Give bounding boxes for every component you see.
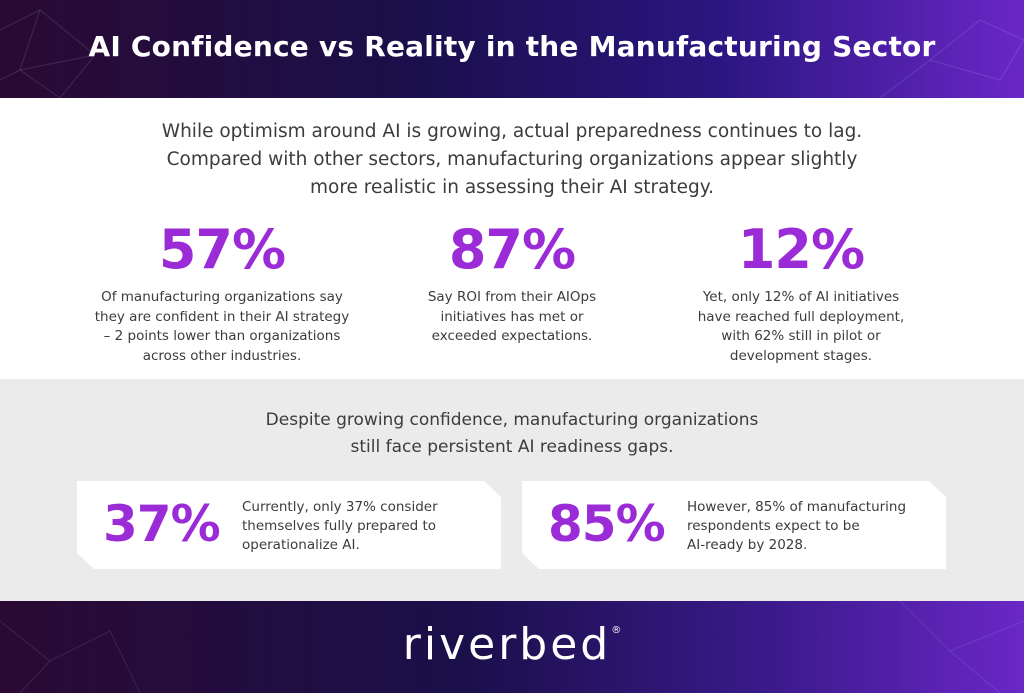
stat-description: Of manufacturing organizations say they … [77, 288, 367, 366]
stat-roi-expectations: 87% Say ROI from their AIOps initiatives… [367, 218, 657, 347]
intro-line: While optimism around AI is growing, act… [161, 121, 863, 142]
stat-full-deployment: 12% Yet, only 12% of AI initiatives have… [656, 218, 946, 366]
stat-description-line: development stages. [729, 347, 873, 364]
intro-line: Compared with other sectors, manufacturi… [166, 149, 858, 170]
readiness-heading-line: Despite growing confidence, manufacturin… [265, 410, 759, 430]
stat-description: Yet, only 12% of AI initiatives have rea… [656, 288, 946, 366]
card-description: However, 85% of manufacturing respondent… [687, 498, 937, 555]
card-value: 37% [103, 495, 221, 553]
stat-value: 57% [158, 218, 286, 281]
header-banner: AI Confidence vs Reality in the Manufact… [0, 0, 1024, 98]
card-description-line: operationalize AI. [242, 537, 360, 553]
card-description-line: respondents expect to be [687, 518, 860, 534]
stat-description-line: Say ROI from their AIOps [427, 289, 597, 305]
stat-confident-strategy: 57% Of manufacturing organizations say t… [77, 218, 367, 366]
card-value: 85% [548, 495, 666, 553]
stat-description-line: – 2 points lower than organizations [103, 328, 341, 344]
page-title: AI Confidence vs Reality in the Manufact… [88, 30, 936, 63]
network-lines-decoration [0, 9, 1024, 98]
stat-description-line: across other industries. [142, 347, 302, 364]
stat-description-line: they are confident in their AI strategy [94, 308, 350, 325]
stat-description: Say ROI from their AIOps initiatives has… [367, 288, 657, 347]
readiness-heading: Despite growing confidence, manufacturin… [162, 407, 862, 461]
card-description: Currently, only 37% consider themselves … [242, 498, 492, 555]
card-description-line: AI-ready by 2028. [687, 537, 808, 553]
logo-text: riverbed [402, 619, 612, 670]
footer-banner: riverbed® [0, 601, 1024, 693]
readiness-card-ai-ready-2028: 85% However, 85% of manufacturing respon… [522, 481, 946, 569]
stat-description-line: Yet, only 12% of AI initiatives [702, 289, 900, 305]
card-description-line: themselves fully prepared to [242, 518, 437, 534]
readiness-heading-line: still face persistent AI readiness gaps. [350, 437, 674, 457]
card-description-line: Currently, only 37% consider [242, 499, 438, 515]
intro-line: more realistic in assessing their AI str… [310, 177, 714, 198]
stat-description-line: Of manufacturing organizations say [101, 289, 343, 305]
stat-description-line: have reached full deployment, [697, 308, 905, 325]
stat-description-line: with 62% still in pilot or [721, 328, 881, 344]
registered-mark: ® [611, 625, 622, 636]
stat-description-line: exceeded expectations. [431, 328, 593, 344]
stat-description-line: initiatives has met or [440, 308, 584, 325]
stat-value: 12% [737, 218, 865, 281]
readiness-card-prepared: 37% Currently, only 37% consider themsel… [77, 481, 501, 569]
riverbed-logo: riverbed® [0, 619, 1024, 670]
intro-paragraph: While optimism around AI is growing, act… [112, 118, 912, 202]
stat-value: 87% [448, 218, 576, 281]
network-lines-decoration [0, 601, 1024, 693]
card-description-line: However, 85% of manufacturing [687, 499, 907, 515]
